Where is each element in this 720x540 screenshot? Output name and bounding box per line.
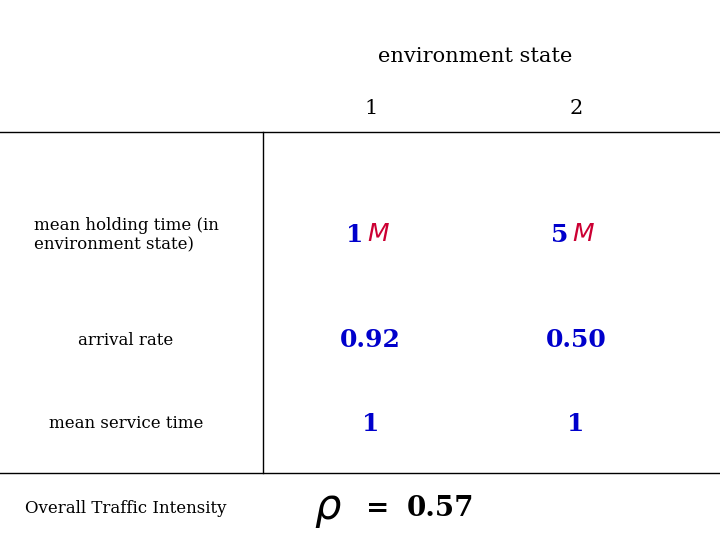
Text: 0.57: 0.57 — [407, 495, 474, 522]
Text: environment state: environment state — [378, 47, 572, 66]
Text: arrival rate: arrival rate — [78, 332, 174, 349]
Text: 0.92: 0.92 — [341, 328, 401, 352]
Text: 0.50: 0.50 — [546, 328, 606, 352]
Text: 1: 1 — [567, 412, 585, 436]
Text: 2: 2 — [570, 98, 582, 118]
Text: 5: 5 — [552, 223, 569, 247]
Text: Overall Traffic Intensity: Overall Traffic Intensity — [25, 500, 227, 517]
Text: 1: 1 — [364, 98, 377, 118]
Text: mean holding time (in
environment state): mean holding time (in environment state) — [34, 217, 218, 253]
Text: $\mathit{M}$: $\mathit{M}$ — [572, 224, 595, 246]
Text: mean service time: mean service time — [49, 415, 203, 433]
Text: 1: 1 — [346, 223, 364, 247]
Text: $\mathit{M}$: $\mathit{M}$ — [367, 224, 390, 246]
Text: 1: 1 — [362, 412, 379, 436]
Text: $\rho$: $\rho$ — [314, 488, 341, 530]
Text: =: = — [366, 495, 390, 522]
